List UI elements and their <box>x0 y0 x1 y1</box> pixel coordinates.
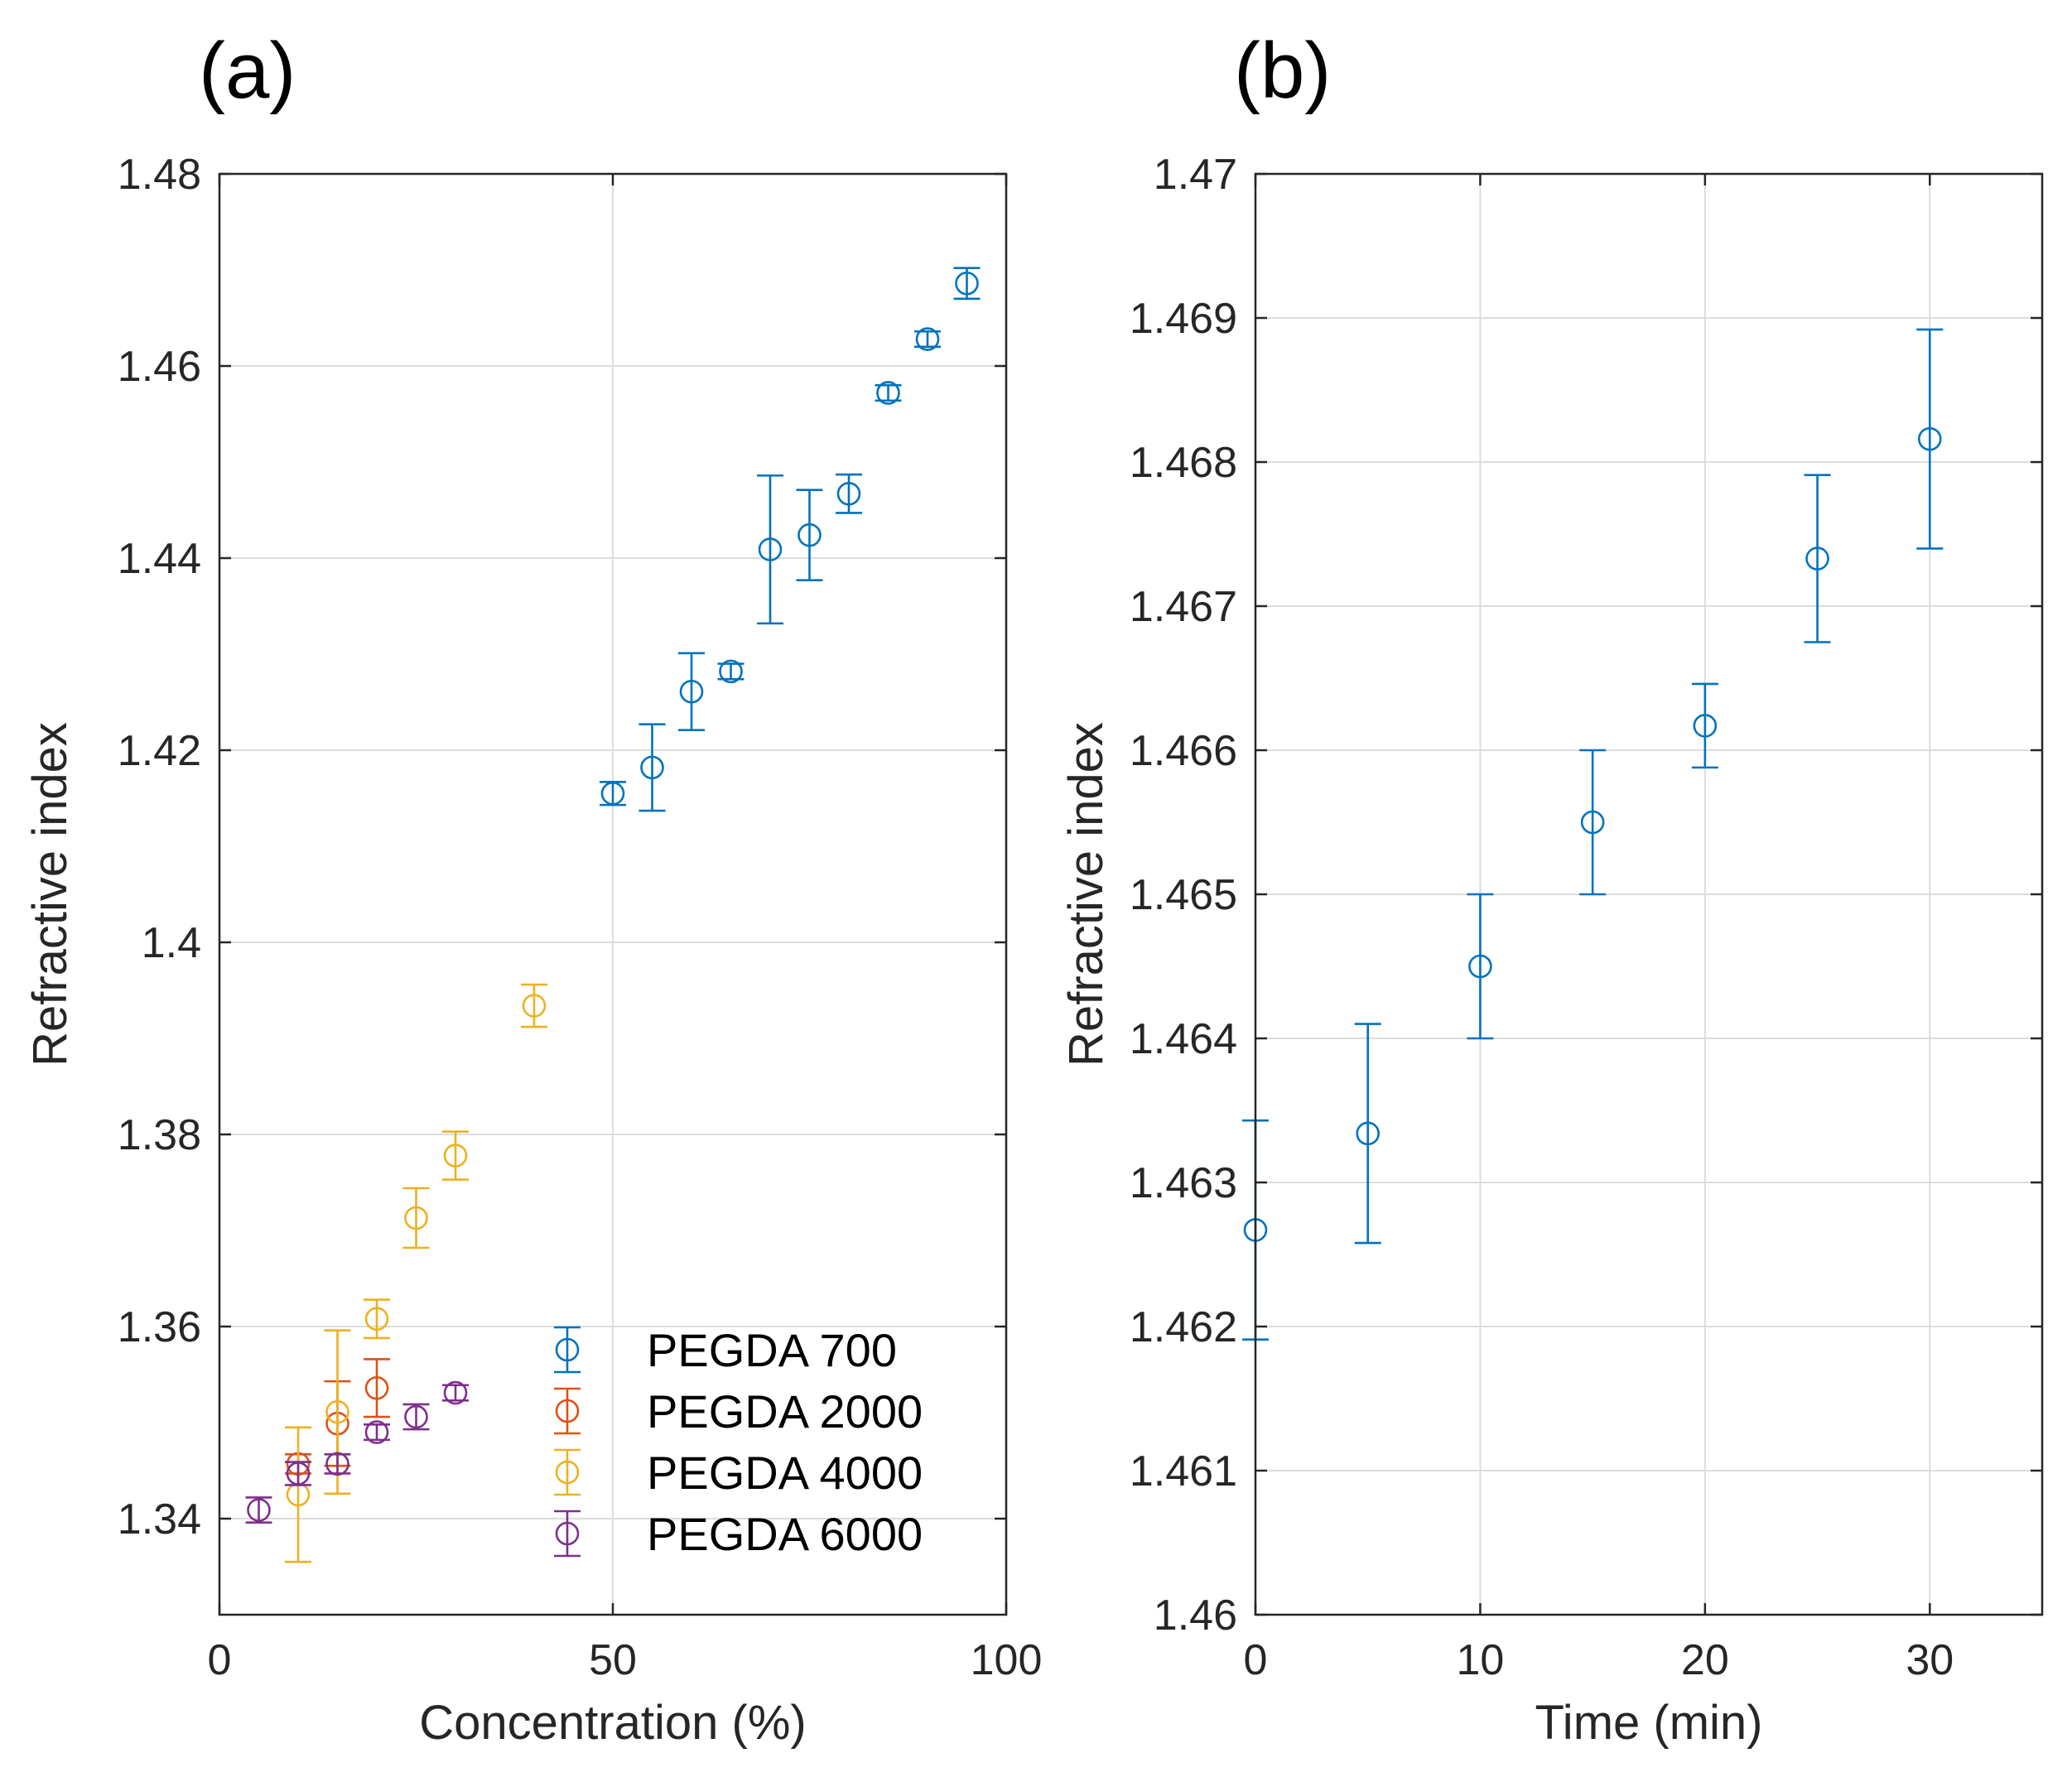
y-tick-label: 1.466 <box>1130 727 1237 775</box>
data-point <box>758 537 783 561</box>
series-pegda-700 <box>600 267 981 812</box>
panel-a: (a) 0 50 100 1.34 1.36 1.38 1.4 1.42 1.44 1.46 1.4… <box>23 26 1042 1750</box>
legend-item: PEGDA 6000 <box>554 1508 923 1560</box>
panel-b-label: (b) <box>1234 26 1331 115</box>
panel-a-ticks: 0 50 100 1.34 1.36 1.38 1.4 1.42 1.44 1.46 1.48 <box>118 151 1043 1684</box>
data-point <box>876 381 900 405</box>
data-point <box>364 1307 389 1332</box>
legend-label: PEGDA 4000 <box>647 1447 923 1499</box>
y-tick-label: 1.47 <box>1154 151 1237 199</box>
y-tick-label: 1.463 <box>1130 1159 1237 1207</box>
panel-a-label: (a) <box>199 26 296 115</box>
panel-b-x-axis-title: Time (min) <box>1535 1696 1763 1750</box>
data-point <box>836 481 861 506</box>
panel-b: (b) 0 10 20 30 1.46 1.461 1.462 1.463 1.464 1.465… <box>1059 26 2044 1750</box>
y-tick-label: 1.48 <box>118 151 201 199</box>
data-point <box>364 1420 389 1444</box>
data-point <box>915 327 940 351</box>
legend-label: PEGDA 700 <box>647 1324 897 1376</box>
legend-marker <box>555 1521 580 1546</box>
data-point <box>797 523 822 547</box>
legend-item: PEGDA 700 <box>554 1324 897 1376</box>
legend-marker <box>555 1337 580 1362</box>
y-tick-label: 1.36 <box>118 1303 201 1351</box>
x-tick-label: 30 <box>1906 1636 1954 1684</box>
data-point <box>364 1375 389 1400</box>
y-tick-label: 1.467 <box>1130 583 1237 631</box>
data-point <box>1693 714 1718 738</box>
panel-a-series <box>245 267 981 1563</box>
panel-a-y-axis-title: Refractive index <box>23 722 77 1067</box>
y-tick-label: 1.468 <box>1130 439 1237 487</box>
x-tick-label: 0 <box>1244 1636 1268 1684</box>
y-tick-label: 1.461 <box>1130 1447 1237 1495</box>
data-point <box>1917 426 1942 451</box>
data-point <box>955 271 979 296</box>
data-point <box>1805 547 1829 571</box>
data-point <box>1468 954 1492 979</box>
series-pegda-4000 <box>285 983 547 1563</box>
data-point <box>679 679 704 704</box>
data-point <box>286 1462 311 1486</box>
panel-b-series <box>1242 328 1944 1341</box>
panel-a-legend: PEGDA 700 PEGDA 2000 PEGDA 4000 PEGDA 6000 <box>554 1324 923 1560</box>
legend-marker <box>555 1460 580 1485</box>
series-data <box>1242 328 1944 1341</box>
y-tick-label: 1.462 <box>1130 1303 1237 1351</box>
data-point <box>1356 1121 1381 1146</box>
y-tick-label: 1.46 <box>1154 1592 1237 1640</box>
x-tick-label: 10 <box>1457 1636 1505 1684</box>
data-point <box>640 755 664 780</box>
data-point <box>1580 810 1605 835</box>
data-point <box>404 1404 428 1429</box>
series-pegda-6000 <box>245 1380 469 1524</box>
y-tick-label: 1.44 <box>118 535 201 583</box>
legend-item: PEGDA 4000 <box>554 1447 923 1499</box>
panel-b-ticks: 0 10 20 30 1.46 1.461 1.462 1.463 1.464 1.465 1.46… <box>1130 151 2042 1684</box>
legend-label: PEGDA 2000 <box>647 1385 923 1437</box>
panel-b-grid <box>1255 174 2042 1615</box>
data-point <box>443 1144 468 1168</box>
x-tick-label: 50 <box>589 1636 637 1684</box>
y-tick-label: 1.34 <box>118 1495 201 1543</box>
x-tick-label: 100 <box>971 1636 1043 1684</box>
data-point <box>600 781 625 806</box>
data-point <box>443 1380 468 1405</box>
panel-a-x-axis-title: Concentration (%) <box>419 1696 806 1750</box>
data-point <box>247 1498 271 1522</box>
panel-a-grid <box>219 174 1006 1615</box>
y-tick-label: 1.38 <box>118 1111 201 1159</box>
data-point <box>325 1452 349 1476</box>
y-tick-label: 1.469 <box>1130 295 1237 343</box>
y-tick-label: 1.464 <box>1130 1015 1237 1063</box>
y-tick-label: 1.4 <box>142 919 201 967</box>
legend-item: PEGDA 2000 <box>554 1385 923 1437</box>
y-tick-label: 1.465 <box>1130 871 1237 919</box>
x-tick-label: 0 <box>208 1636 232 1684</box>
data-point <box>325 1399 349 1424</box>
data-point <box>522 994 547 1018</box>
legend-marker <box>555 1399 580 1423</box>
data-point <box>404 1206 428 1230</box>
data-point <box>719 659 743 684</box>
x-tick-label: 20 <box>1681 1636 1729 1684</box>
panel-b-y-axis-title: Refractive index <box>1059 722 1113 1067</box>
y-tick-label: 1.42 <box>118 727 201 775</box>
y-tick-label: 1.46 <box>118 343 201 391</box>
legend-label: PEGDA 6000 <box>647 1508 923 1560</box>
